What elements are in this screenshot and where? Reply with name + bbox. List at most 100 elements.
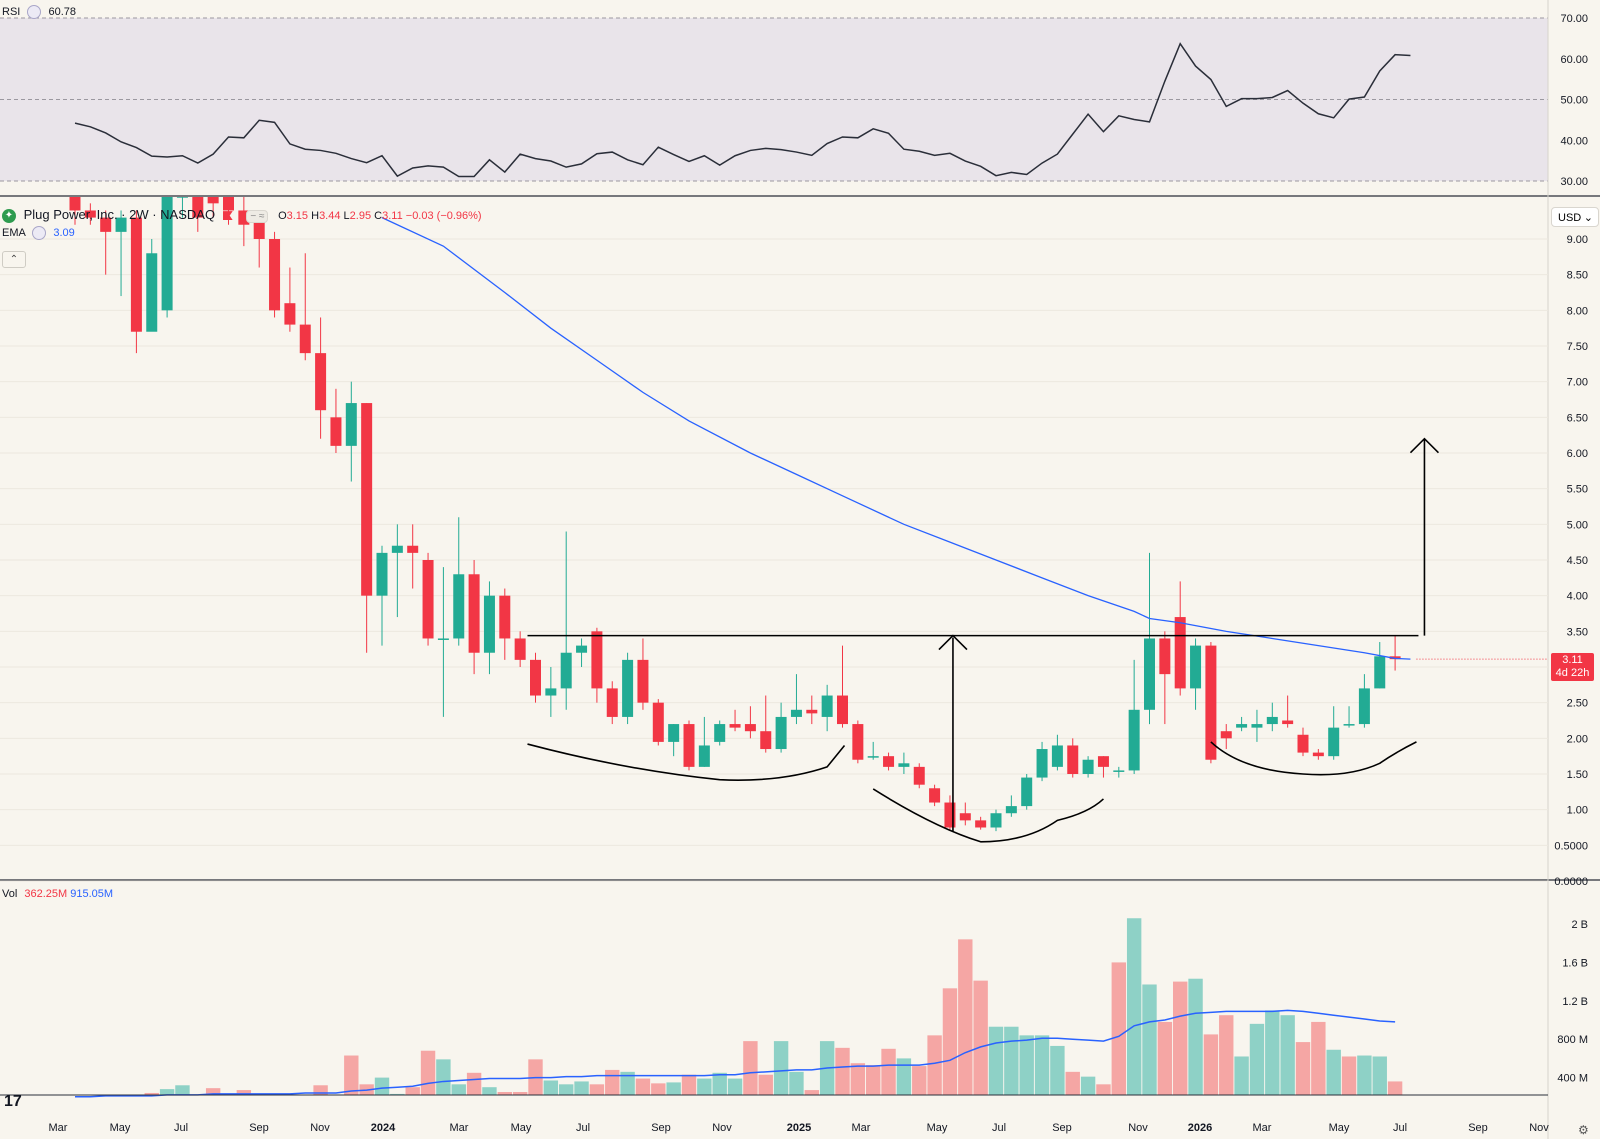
time-tick-label: May: [110, 1122, 131, 1134]
candle-body: [1312, 752, 1324, 757]
volume-bar: [1004, 1026, 1019, 1095]
candle-body: [1297, 734, 1309, 753]
candle-body: [1067, 745, 1079, 774]
depth-arrow-head: [938, 634, 968, 651]
rsi-legend: RSI 60.78: [2, 5, 76, 19]
rsi-line: [74, 42, 1411, 178]
tradingview-logo[interactable]: 17: [4, 1093, 22, 1110]
volume-bar: [175, 1085, 190, 1095]
volume-bar: [666, 1082, 681, 1095]
price-tick-label: 9.00: [1567, 234, 1588, 246]
candle-body: [1097, 756, 1109, 767]
time-tick-label: 2026: [1188, 1122, 1212, 1134]
candle-body: [944, 802, 956, 828]
volume-bar: [390, 1093, 405, 1095]
candle-body: [560, 652, 572, 689]
price-tick-label: 1.00: [1567, 805, 1588, 817]
low-value: 2.95: [349, 210, 372, 222]
high-value: 3.44: [319, 210, 341, 222]
symbol-title[interactable]: Plug Power, Inc. · 2W · NASDAQ: [23, 207, 216, 222]
rsi-settings-icon[interactable]: [27, 5, 42, 19]
volume-bar: [789, 1071, 804, 1095]
candle-body: [100, 217, 112, 232]
time-tick-label: May: [1329, 1122, 1350, 1134]
candle-body: [407, 545, 419, 553]
volume-bar: [620, 1071, 635, 1095]
price-tick-label: 6.50: [1567, 412, 1588, 424]
candle-body: [821, 695, 833, 717]
volume-bar: [543, 1080, 559, 1095]
candle-body: [683, 724, 695, 767]
volume-bar: [1080, 1076, 1096, 1095]
volume-bar: [697, 1078, 712, 1095]
collapse-legend-button[interactable]: ⌃: [2, 251, 26, 268]
candle-body: [959, 813, 971, 821]
gear-icon[interactable]: ⚙: [1578, 1123, 1589, 1137]
high-label: H: [311, 210, 320, 222]
volume-bar: [466, 1072, 482, 1095]
candle-body: [269, 239, 281, 311]
price-tick-label: 5.00: [1567, 519, 1588, 531]
volume-bar: [1111, 962, 1126, 1095]
volume-bar: [1341, 1056, 1357, 1095]
candle-body: [1266, 716, 1278, 725]
last-price-value: 3.11: [1562, 654, 1583, 666]
volume-bar: [512, 1092, 528, 1095]
open-label: O: [278, 210, 287, 222]
volume-bar: [144, 1092, 159, 1095]
flag-icon[interactable]: [222, 211, 233, 221]
volume-bar: [344, 1055, 359, 1095]
volume-bar: [1387, 1081, 1403, 1095]
volume-bar: [958, 939, 973, 1095]
change-value: −0.03 (−0.96%): [405, 210, 482, 222]
candle-body: [591, 631, 603, 689]
volume-bar: [850, 1063, 866, 1095]
right-shoulder-curve: [1210, 741, 1417, 776]
time-tick-label: Sep: [651, 1122, 671, 1134]
plug-logo-icon: ✦: [2, 208, 16, 223]
price-tick-label: 1.50: [1567, 769, 1588, 781]
candle-body: [176, 197, 188, 198]
volume-bar: [159, 1089, 175, 1095]
candle-body: [1389, 656, 1401, 660]
candle-body: [345, 403, 357, 446]
volume-bar: [374, 1077, 390, 1095]
price-tick-label: 6.00: [1567, 448, 1588, 460]
volume-bar: [866, 1065, 881, 1095]
volume-bar: [835, 1047, 850, 1095]
price-tick-label: 2.00: [1567, 733, 1588, 745]
candle-body: [775, 716, 787, 750]
volume-bar: [681, 1074, 697, 1095]
volume-bar: [758, 1074, 773, 1095]
candle-body: [652, 702, 664, 742]
volume-bar: [313, 1085, 328, 1095]
price-tick-label: 2.50: [1567, 698, 1588, 710]
volume-bar: [589, 1084, 605, 1095]
volume-bar: [405, 1087, 420, 1095]
vol-tick-label: 2 B: [1571, 919, 1588, 931]
volume-bar: [712, 1072, 727, 1095]
vol-tick-label: 400 M: [1557, 1073, 1588, 1085]
volume-bar: [236, 1090, 252, 1095]
rsi-value: 60.78: [48, 5, 76, 18]
time-tick-label: Mar: [1253, 1122, 1272, 1134]
compare-toggle-icon[interactable]: − ≈: [246, 210, 269, 223]
price-tick-label: 8.50: [1567, 270, 1588, 282]
currency-selector[interactable]: USD ⌄: [1551, 207, 1599, 227]
rsi-tick-label: 60.00: [1560, 54, 1588, 66]
candle-body: [929, 788, 941, 803]
volume-bar: [1249, 1023, 1265, 1095]
volume-bar: [497, 1092, 512, 1095]
time-tick-label: Nov: [712, 1122, 732, 1134]
candle-body: [622, 659, 634, 717]
volume-bar: [1096, 1084, 1111, 1095]
candle-body: [806, 709, 818, 714]
candle-body: [913, 766, 925, 785]
ema-settings-icon[interactable]: [32, 226, 47, 240]
low-label: L: [343, 210, 350, 222]
price-tick-label: 7.50: [1567, 341, 1588, 353]
candle-body: [483, 595, 495, 653]
open-value: 3.15: [286, 210, 309, 222]
